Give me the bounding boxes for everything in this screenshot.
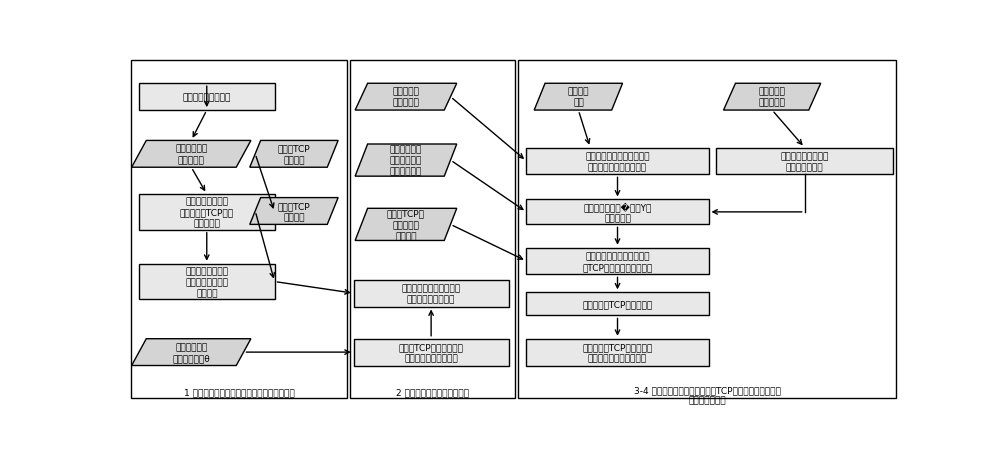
- Polygon shape: [724, 84, 821, 111]
- Text: 3-4 计算导管对接装配时机器人TCP位姿及该位姿绕全局
坐标系各轴转角: 3-4 计算导管对接装配时机器人TCP位姿及该位姿绕全局 坐标系各轴转角: [634, 385, 780, 405]
- Bar: [526, 339, 709, 366]
- Polygon shape: [132, 339, 251, 366]
- Text: 计算机器人回归零
位时，导管两端中
心点坐标: 计算机器人回归零 位时，导管两端中 心点坐标: [185, 266, 228, 298]
- Text: 2 计算机器人零位时导管位姿: 2 计算机器人零位时导管位姿: [396, 388, 469, 397]
- Text: 导管非对接端
中心点在导管
坐标系下坐标: 导管非对接端 中心点在导管 坐标系下坐标: [390, 145, 422, 176]
- Text: 计算机器人TCP的最终位姿: 计算机器人TCP的最终位姿: [582, 300, 653, 309]
- Polygon shape: [250, 198, 338, 225]
- Text: 两段导管三
维数模信息: 两段导管三 维数模信息: [759, 88, 786, 107]
- Text: 1 计算机器人回归零位时导管两端中心点坐标: 1 计算机器人回归零位时导管两端中心点坐标: [184, 388, 294, 397]
- Text: 机器人TCP
零位位姿: 机器人TCP 零位位姿: [278, 201, 310, 222]
- Bar: [354, 339, 509, 366]
- Bar: [526, 148, 709, 175]
- Text: 计算导管两端中心
点在机器人TCP坐标
系下的坐标: 计算导管两端中心 点在机器人TCP坐标 系下的坐标: [180, 197, 234, 228]
- Bar: [526, 248, 709, 275]
- Bar: [716, 148, 893, 175]
- Polygon shape: [132, 141, 251, 168]
- Text: 导管两端中心
点测量坐标: 导管两端中心 点测量坐标: [175, 144, 207, 164]
- Text: 计算两段导管到达对接位置
并且端面重合时导管位姿: 计算两段导管到达对接位置 并且端面重合时导管位姿: [585, 151, 650, 172]
- Bar: [526, 200, 709, 225]
- Text: 导管对接
位置: 导管对接 位置: [568, 88, 589, 107]
- Polygon shape: [534, 84, 623, 111]
- Text: 计算导管绕自身�标系Y轴
的旋转角度: 计算导管绕自身�标系Y轴 的旋转角度: [583, 202, 652, 223]
- Text: 计算导管非对接端中
心点的理论坐标: 计算导管非对接端中 心点的理论坐标: [780, 151, 829, 172]
- Text: 计算导管固联坐标系到机器
人TCP坐标系下的转换矩阵: 计算导管固联坐标系到机器 人TCP坐标系下的转换矩阵: [582, 251, 653, 271]
- Polygon shape: [355, 209, 457, 241]
- Text: 机器人零位
时导管位姿: 机器人零位 时导管位姿: [392, 88, 419, 107]
- Text: 机器人TCP
测量位姿: 机器人TCP 测量位姿: [278, 144, 310, 164]
- Text: 机器人抓取导管测量: 机器人抓取导管测量: [183, 93, 231, 102]
- Polygon shape: [250, 141, 338, 168]
- Bar: [354, 280, 509, 307]
- Bar: [139, 264, 275, 300]
- Text: 计算机器人TCP坐标系绕全
局坐标系各轴的旋转角度: 计算机器人TCP坐标系绕全 局坐标系各轴的旋转角度: [582, 342, 653, 363]
- Bar: [518, 61, 896, 398]
- Text: 计算导管固联坐标系即机
器人零位时导管位姿: 计算导管固联坐标系即机 器人零位时导管位姿: [402, 283, 461, 304]
- Bar: [131, 61, 347, 398]
- Text: 机器人TCP点
在导管坐标
系下坐标: 机器人TCP点 在导管坐标 系下坐标: [387, 209, 425, 240]
- Bar: [139, 194, 275, 230]
- Bar: [350, 61, 515, 398]
- Text: 对接端面与夹
持直线段夹角θ: 对接端面与夹 持直线段夹角θ: [172, 342, 210, 363]
- Bar: [139, 84, 275, 111]
- Polygon shape: [355, 144, 457, 177]
- Bar: [526, 293, 709, 316]
- Text: 机器人TCP坐标系到导管
固联坐标系的转换矩阵: 机器人TCP坐标系到导管 固联坐标系的转换矩阵: [399, 342, 464, 363]
- Polygon shape: [355, 84, 457, 111]
